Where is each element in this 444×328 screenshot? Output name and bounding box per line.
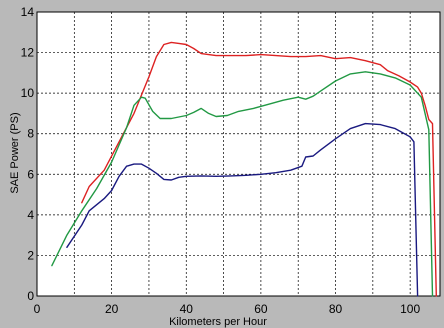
series-line-2 [51,71,434,297]
y-tick-label: 4 [27,208,34,222]
y-tick-label: 0 [27,289,34,303]
y-tick-label: 8 [27,127,34,141]
x-tick-label: 60 [254,302,268,316]
x-tick-label: 20 [105,302,119,316]
series-line-1 [81,41,437,297]
y-tick-label: 12 [21,46,35,60]
y-tick-label: 6 [27,167,34,181]
x-tick-label: 100 [400,302,420,316]
x-tick-labels: 0 20 40 60 80 100 [34,302,421,316]
y-tick-label: 2 [27,248,34,262]
series-lines [51,41,437,297]
y-tick-label: 10 [21,86,35,100]
y-tick-label: 14 [21,5,35,19]
y-axis-label: SAE Power (PS) [9,112,21,193]
x-tick-label: 0 [34,302,41,316]
plot-area [36,11,441,297]
gridlines [37,12,440,296]
y-tick-labels: 0 2 4 6 8 10 12 14 [21,5,35,303]
series-line-3 [66,122,419,297]
x-tick-label: 80 [329,302,343,316]
x-axis-label: Kilometers per Hour [169,316,267,328]
x-tick-label: 40 [180,302,194,316]
